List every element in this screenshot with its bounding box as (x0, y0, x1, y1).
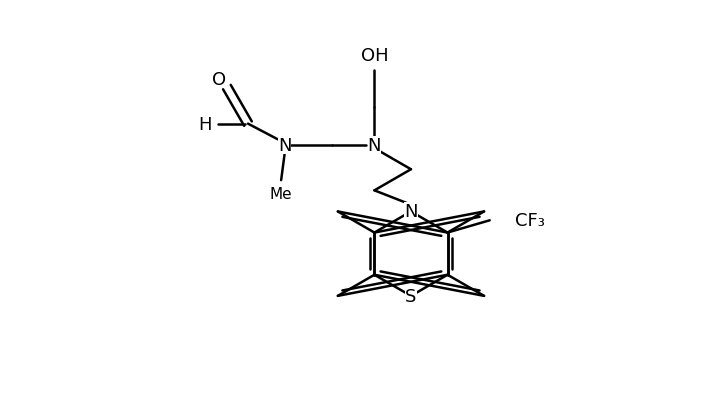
Text: N: N (404, 203, 418, 221)
Text: CF₃: CF₃ (515, 212, 545, 230)
Text: N: N (278, 136, 292, 154)
Text: Me: Me (270, 187, 292, 202)
Text: S: S (405, 287, 416, 305)
Text: O: O (212, 71, 226, 89)
Text: OH: OH (361, 47, 388, 65)
Text: H: H (198, 115, 212, 133)
Text: N: N (368, 136, 381, 154)
